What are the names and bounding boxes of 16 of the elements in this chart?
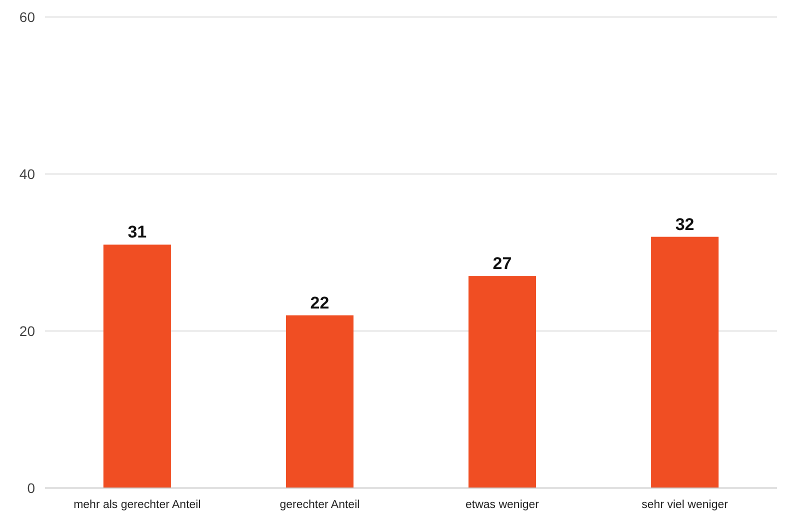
y-tick-label: 20 [19,322,36,339]
data-label: 22 [310,293,330,312]
data-label: 27 [492,254,512,274]
data-label: 32 [675,214,694,234]
x-tick-label: etwas weniger [466,499,540,511]
y-tick-label: 40 [19,166,36,182]
x-tick-label: sehr viel weniger [642,499,728,511]
y-tick-label: 60 [19,8,36,25]
x-tick-label: gerechter Anteil [280,499,360,511]
bar [468,276,536,488]
bar [651,236,719,488]
data-label: 31 [128,222,147,242]
bar [103,244,171,488]
bar [286,315,354,488]
x-tick-label: mehr als gerechter Anteil [74,499,201,511]
y-tick-label: 0 [27,480,36,496]
